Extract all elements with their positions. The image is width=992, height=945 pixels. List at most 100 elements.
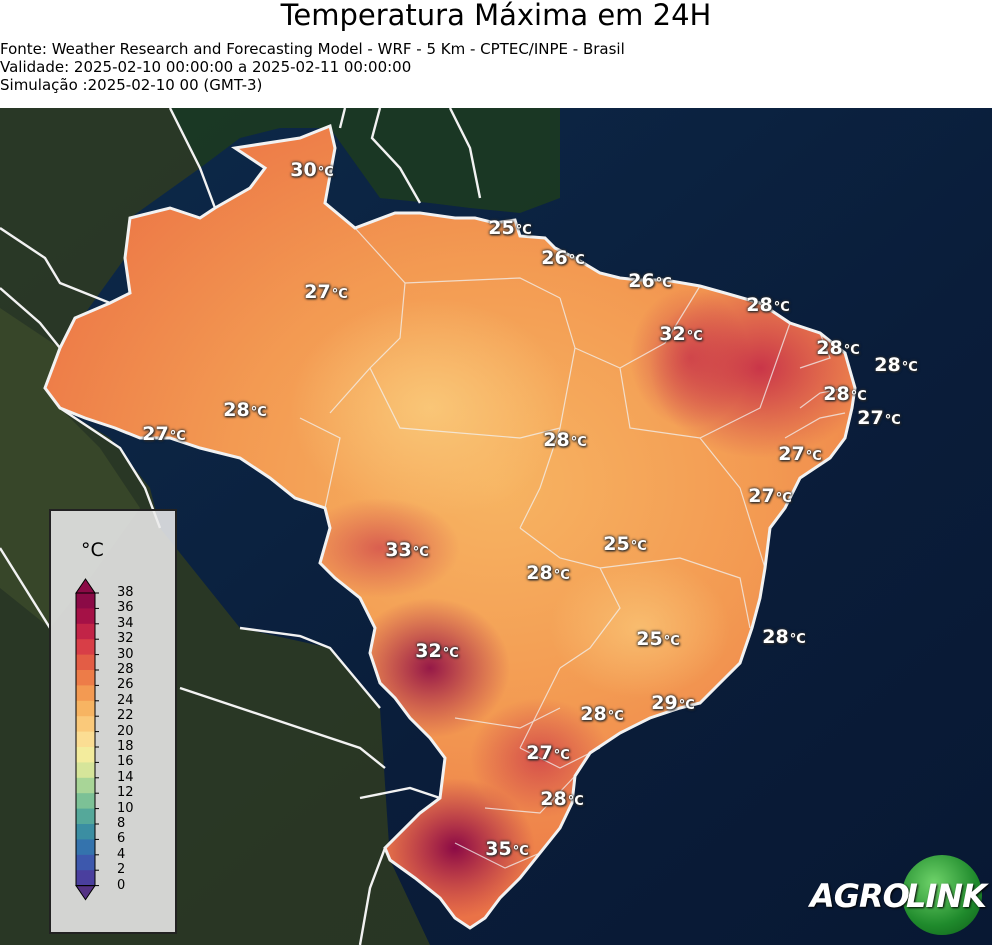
colorbar-segment: [76, 731, 95, 748]
temperature-label: 32°C: [415, 640, 459, 662]
state-borders: [299, 227, 846, 869]
temperature-unit: °C: [442, 646, 459, 661]
temperature-label: 35°C: [485, 838, 529, 860]
temperature-unit: °C: [805, 449, 822, 464]
temperature-label: 30°C: [290, 159, 334, 181]
colorbar-tick-label: 12: [117, 785, 134, 801]
temperature-label: 28°C: [746, 294, 790, 316]
colorbar-segment: [76, 716, 95, 733]
logo-globe: [902, 855, 982, 935]
temperature-unit: °C: [901, 360, 918, 375]
temperature-value: 28: [540, 788, 567, 810]
logo-text-agro: AGRO: [810, 877, 910, 915]
temperature-value: 28: [580, 703, 607, 725]
temperature-unit: °C: [775, 491, 792, 506]
colorbar-tick-label: 28: [117, 662, 134, 677]
temperature-unit: °C: [317, 165, 334, 180]
colorbar: [75, 578, 99, 901]
temperature-unit: °C: [512, 844, 529, 859]
colorbar-tick-label: 20: [117, 723, 134, 739]
colorbar-tick-label: 6: [117, 831, 126, 847]
temperature-unit: °C: [331, 287, 348, 302]
colorbar-tick-label: 0: [117, 877, 126, 893]
simulation-line: Simulação :2025-02-10 00 (GMT-3): [0, 76, 263, 94]
temperature-unit: °C: [655, 276, 672, 291]
temperature-unit: °C: [630, 539, 647, 554]
temperature-unit: °C: [686, 329, 703, 344]
temperature-unit: °C: [553, 568, 570, 583]
colorbar-segment: [76, 870, 95, 887]
temperature-label: 26°C: [628, 270, 672, 292]
colorbar-segment: [76, 808, 95, 825]
north-landmass: [0, 108, 560, 213]
colorbar-tick-label: 4: [117, 846, 126, 862]
temperature-value: 27: [304, 281, 331, 303]
temperature-label: 28°C: [823, 383, 867, 405]
colorbar-segment: [76, 700, 95, 717]
temperature-unit: °C: [250, 405, 267, 420]
temperature-unit: °C: [607, 709, 624, 724]
temperature-value: 26: [541, 247, 568, 269]
temperature-label: 28°C: [223, 399, 267, 421]
colorbar-segment: [76, 762, 95, 779]
colorbar-tick-label: 30: [117, 646, 134, 662]
source-line: Fonte: Weather Research and Forecasting …: [0, 40, 625, 58]
temperature-unit: °C: [568, 253, 585, 268]
validity-line: Validade: 2025-02-10 00:00:00 a 2025-02-…: [0, 58, 412, 76]
colorbar-segment: [76, 593, 95, 609]
colorbar-tick-label: 26: [117, 677, 134, 693]
temperature-value: 28: [823, 383, 850, 405]
temperature-value: 27: [857, 407, 884, 429]
colorbar-segment: [76, 670, 95, 686]
temperature-value: 27: [526, 742, 553, 764]
temperature-unit: °C: [169, 429, 186, 444]
colorbar-extend-top: [75, 578, 96, 594]
temperature-unit: °C: [553, 748, 570, 763]
temperature-label: 26°C: [541, 247, 585, 269]
temperature-value: 25: [488, 217, 515, 239]
colorbar-tick-label: 36: [117, 600, 134, 616]
temperature-label: 28°C: [762, 626, 806, 648]
colorbar-segment: [76, 639, 95, 656]
temperature-unit: °C: [567, 794, 584, 809]
temperature-value: 32: [415, 640, 442, 662]
temperature-unit: °C: [850, 389, 867, 404]
temperature-unit: °C: [789, 632, 806, 647]
temperature-label: 25°C: [636, 628, 680, 650]
temperature-value: 30: [290, 159, 317, 181]
temperature-unit: °C: [515, 223, 532, 238]
colorbar-segment: [76, 777, 95, 794]
temperature-label: 27°C: [748, 485, 792, 507]
temperature-map: [0, 108, 992, 945]
temperature-label: 29°C: [651, 692, 695, 714]
temperature-label: 28°C: [580, 703, 624, 725]
colorbar-segment: [76, 685, 95, 702]
temperature-label: 25°C: [603, 533, 647, 555]
map-title: Temperatura Máxima em 24H: [280, 0, 712, 32]
colorbar-tick-label: 8: [117, 816, 126, 831]
temperature-label: 28°C: [816, 337, 860, 359]
colorbar-segment: [76, 839, 95, 856]
temperature-unit: °C: [663, 634, 680, 649]
temperature-value: 29: [651, 692, 678, 714]
colorbar-extend-bottom: [75, 885, 96, 901]
colorbar-tick-label: 38: [117, 585, 134, 600]
colorbar-segment: [76, 824, 95, 840]
temperature-unit: °C: [884, 413, 901, 428]
colorbar-tick-label: 18: [117, 739, 134, 754]
temperature-value: 25: [603, 533, 630, 555]
temperature-label: 27°C: [304, 281, 348, 303]
temperature-value: 27: [778, 443, 805, 465]
temperature-label: 27°C: [857, 407, 901, 429]
colorbar-tick-label: 22: [117, 708, 134, 724]
temperature-value: 28: [223, 399, 250, 421]
temperature-label: 28°C: [543, 429, 587, 451]
colorbar-segment: [76, 793, 95, 810]
temperature-value: 28: [746, 294, 773, 316]
temperature-unit: °C: [412, 545, 429, 560]
temperature-value: 33: [385, 539, 412, 561]
temperature-label: 27°C: [142, 423, 186, 445]
temperature-value: 28: [816, 337, 843, 359]
temperature-label: 32°C: [659, 323, 703, 345]
colorbar-segment: [76, 654, 95, 671]
